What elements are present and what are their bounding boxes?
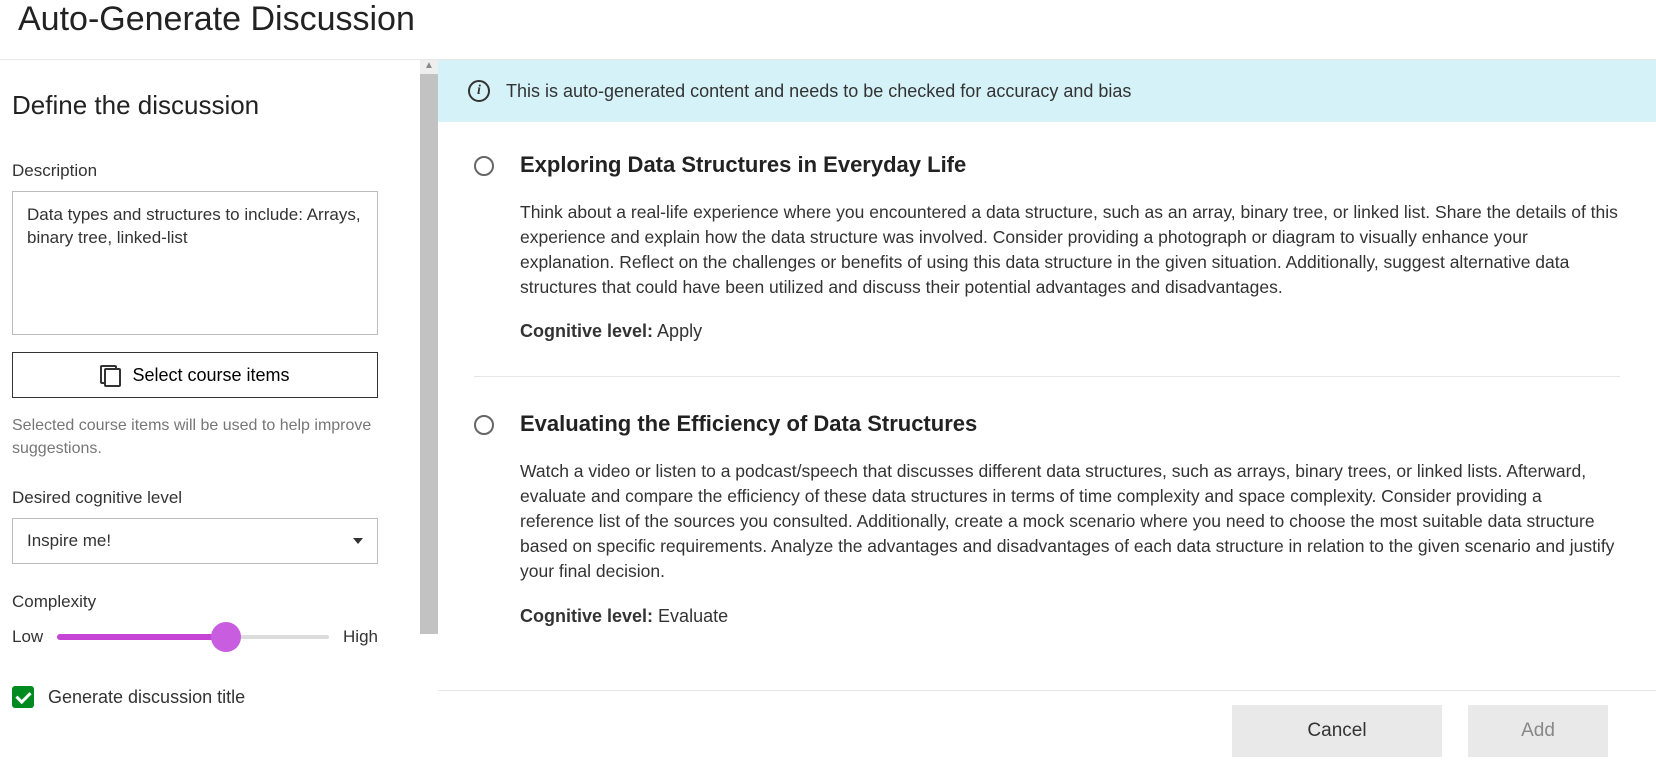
cognitive-level-selected-value: Inspire me! bbox=[27, 531, 111, 551]
complexity-label: Complexity bbox=[12, 592, 408, 612]
select-course-items-label: Select course items bbox=[132, 365, 289, 386]
result-item: Evaluating the Efficiency of Data Struct… bbox=[474, 376, 1620, 660]
description-label: Description bbox=[12, 161, 408, 181]
result-radio[interactable] bbox=[474, 415, 494, 435]
generate-title-row: Generate discussion title bbox=[12, 686, 408, 708]
result-title: Evaluating the Efficiency of Data Struct… bbox=[520, 411, 1620, 437]
footer: Cancel Add bbox=[438, 690, 1656, 770]
info-banner-text: This is auto-generated content and needs… bbox=[506, 81, 1131, 102]
complexity-high-label: High bbox=[343, 627, 378, 647]
result-title: Exploring Data Structures in Everyday Li… bbox=[520, 152, 1620, 178]
page-title: Auto-Generate Discussion bbox=[0, 0, 1656, 60]
description-textarea[interactable] bbox=[12, 191, 378, 335]
generate-title-label: Generate discussion title bbox=[48, 687, 245, 708]
cognitive-level-key: Cognitive level: bbox=[520, 606, 653, 626]
sidebar-scrollbar[interactable]: ▲ bbox=[420, 60, 438, 770]
sidebar: Define the discussion Description Select… bbox=[0, 60, 420, 770]
layout: Define the discussion Description Select… bbox=[0, 60, 1656, 770]
result-body: Exploring Data Structures in Everyday Li… bbox=[520, 152, 1620, 342]
cognitive-level-label: Desired cognitive level bbox=[12, 488, 408, 508]
cognitive-level-key: Cognitive level: bbox=[520, 321, 653, 341]
info-icon: i bbox=[468, 80, 490, 102]
info-banner: i This is auto-generated content and nee… bbox=[438, 60, 1656, 122]
result-radio[interactable] bbox=[474, 156, 494, 176]
complexity-slider-fill bbox=[57, 634, 226, 640]
result-cognitive-level: Cognitive level: Evaluate bbox=[520, 606, 1620, 627]
sidebar-heading: Define the discussion bbox=[12, 90, 408, 121]
result-text: Think about a real-life experience where… bbox=[520, 200, 1620, 299]
cancel-button[interactable]: Cancel bbox=[1232, 705, 1442, 757]
result-cognitive-level: Cognitive level: Apply bbox=[520, 321, 1620, 342]
cognitive-level-dropdown[interactable]: Inspire me! bbox=[12, 518, 378, 564]
complexity-slider-row: Low High bbox=[12, 622, 378, 652]
results-list: Exploring Data Structures in Everyday Li… bbox=[438, 122, 1656, 661]
generate-title-checkbox[interactable] bbox=[12, 686, 34, 708]
helper-text: Selected course items will be used to he… bbox=[12, 414, 378, 460]
scroll-up-icon: ▲ bbox=[420, 60, 438, 74]
collection-icon bbox=[100, 365, 120, 385]
complexity-slider[interactable] bbox=[57, 622, 329, 652]
result-body: Evaluating the Efficiency of Data Struct… bbox=[520, 411, 1620, 626]
scrollbar-thumb[interactable] bbox=[420, 74, 438, 634]
chevron-down-icon bbox=[353, 538, 363, 544]
main-panel: i This is auto-generated content and nee… bbox=[438, 60, 1656, 770]
cognitive-level-value: Apply bbox=[657, 321, 702, 341]
result-item: Exploring Data Structures in Everyday Li… bbox=[474, 152, 1620, 376]
complexity-slider-handle[interactable] bbox=[211, 622, 241, 652]
result-text: Watch a video or listen to a podcast/spe… bbox=[520, 459, 1620, 583]
complexity-low-label: Low bbox=[12, 627, 43, 647]
select-course-items-button[interactable]: Select course items bbox=[12, 352, 378, 398]
cognitive-level-value: Evaluate bbox=[658, 606, 728, 626]
add-button[interactable]: Add bbox=[1468, 705, 1608, 757]
